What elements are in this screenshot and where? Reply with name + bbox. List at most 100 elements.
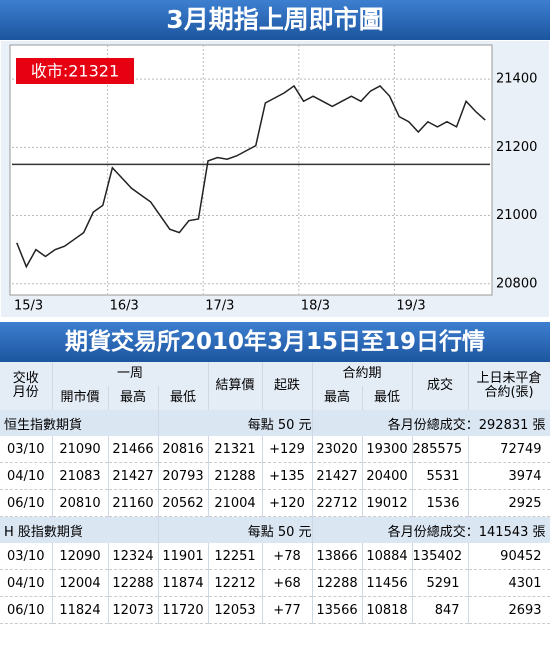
cell: 19300 (362, 436, 413, 463)
y-tick-label: 21400 (496, 72, 537, 87)
header-cell: 最高 (312, 386, 363, 410)
chart-title: 3月期指上周即市圖 (0, 0, 550, 40)
cell: 10884 (362, 543, 413, 570)
cell: 21160 (108, 489, 159, 517)
y-tick-label: 21000 (496, 208, 537, 223)
header-cell: 開市價 (52, 386, 109, 410)
section-row: H 股指數期貨 每點 50 元各月份總成交：141543 張 (0, 516, 550, 543)
section-name: 恒生指數期貨 (0, 410, 159, 436)
cell: 12090 (52, 543, 109, 570)
x-tick-label: 19/3 (396, 299, 425, 314)
cell: 135402 (412, 543, 469, 570)
header-row: 交收 月份 一周 結算價 起跌 合約期 成交 上日未平倉 合約(張) (0, 362, 550, 410)
header-cell: 起跌 (262, 362, 313, 410)
cell: +68 (262, 569, 313, 597)
cell: 20810 (52, 489, 109, 517)
cell: 11901 (158, 543, 209, 570)
table: 交收 月份 一周 結算價 起跌 合約期 成交 上日未平倉 合約(張) 開市價 最高 最低 最高 最低恒… (0, 362, 550, 624)
cell: +129 (262, 436, 313, 463)
cell: 12251 (208, 543, 263, 570)
cell: 20793 (158, 462, 209, 490)
cell: 12288 (108, 569, 159, 597)
cell: 06/10 (0, 596, 53, 624)
section-name: H 股指數期貨 (0, 516, 159, 543)
cell: 847 (412, 596, 469, 624)
cell: 20400 (362, 462, 413, 490)
cell: 21004 (208, 489, 263, 517)
cell: 5531 (412, 462, 469, 490)
cell: 19012 (362, 489, 413, 517)
cell: 23020 (312, 436, 363, 463)
cell: 12053 (208, 596, 263, 624)
data-row: 03/10 21090 21466 20816 21321 +129 23020 19300 2… (0, 436, 550, 463)
section-unit: 每點 50 元 (158, 516, 313, 543)
x-tick-label: 17/3 (205, 299, 234, 314)
cell: 12073 (108, 596, 159, 624)
cell: 285575 (412, 436, 469, 463)
cell: 20816 (158, 436, 209, 463)
cell: 21427 (108, 462, 159, 490)
data-row: 03/10 12090 12324 11901 12251 +78 13866 10884 13… (0, 543, 550, 570)
x-tick-label: 15/3 (14, 299, 43, 314)
cell: 11874 (158, 569, 209, 597)
cell: 21427 (312, 462, 363, 490)
plot-area (9, 44, 493, 296)
cell: 90452 (468, 543, 550, 570)
x-tick-label: 16/3 (110, 299, 139, 314)
cell: 21083 (52, 462, 109, 490)
cell: 13866 (312, 543, 363, 570)
cell: 03/10 (0, 436, 53, 463)
cell: +135 (262, 462, 313, 490)
cell: 11456 (362, 569, 413, 597)
header-cell: 合約期 (312, 362, 413, 386)
table-title: 期貨交易所2010年3月15日至19日行情 (0, 322, 550, 362)
header-row: 開市價 最高 最低 最高 最低 (0, 386, 550, 410)
section-total: 各月份總成交：141543 張 (312, 516, 550, 543)
y-tick-label: 20800 (496, 276, 537, 291)
cell: 20562 (158, 489, 209, 517)
cell: 21090 (52, 436, 109, 463)
section-unit: 每點 50 元 (158, 410, 313, 436)
cell: 22712 (312, 489, 363, 517)
cell: 12324 (108, 543, 159, 570)
cell: 3974 (468, 462, 550, 490)
header-cell: 最高 (108, 386, 159, 410)
y-tick-label: 21200 (496, 140, 537, 155)
header-cell: 最低 (362, 386, 413, 410)
cell: 13566 (312, 596, 363, 624)
annotation-box (16, 58, 134, 84)
cell: 2693 (468, 596, 550, 624)
data-row: 06/10 11824 12073 11720 12053 +77 13566 10818 84… (0, 596, 550, 624)
cell: 03/10 (0, 543, 53, 570)
x-tick-label: 18/3 (301, 299, 330, 314)
cell: 12288 (312, 569, 363, 597)
cell: +77 (262, 596, 313, 624)
data-row: 04/10 12004 12288 11874 12212 +68 12288 11456 52… (0, 569, 550, 597)
header-cell: 最低 (158, 386, 209, 410)
cell: +120 (262, 489, 313, 517)
cell: 4301 (468, 569, 550, 597)
cell: 12212 (208, 569, 263, 597)
cell: 21288 (208, 462, 263, 490)
annotation: 收市:21321 (31, 62, 119, 81)
header-cell: 上日未平倉 合約(張) (468, 362, 550, 410)
header-cell: 結算價 (208, 362, 263, 410)
cell: 72749 (468, 436, 550, 463)
cell: 1536 (412, 489, 469, 517)
cell: 04/10 (0, 462, 53, 490)
cell: 2925 (468, 489, 550, 517)
header-cell: 交收 月份 (0, 362, 53, 410)
cell: 04/10 (0, 569, 53, 597)
header-cell: 成交 (412, 362, 469, 410)
header-cell: 一周 (52, 362, 209, 386)
data-row: 06/10 20810 21160 20562 21004 +120 22712 19012 1… (0, 489, 550, 517)
data-row: 04/10 21083 21427 20793 21288 +135 21427 20400 5… (0, 462, 550, 490)
cell: 21321 (208, 436, 263, 463)
cell: 21466 (108, 436, 159, 463)
cell: 06/10 (0, 489, 53, 517)
cell: 11720 (158, 596, 209, 624)
section-row: 恒生指數期貨 每點 50 元各月份總成交：292831 張 (0, 410, 550, 436)
cell: 11824 (52, 596, 109, 624)
cell: 12004 (52, 569, 109, 597)
